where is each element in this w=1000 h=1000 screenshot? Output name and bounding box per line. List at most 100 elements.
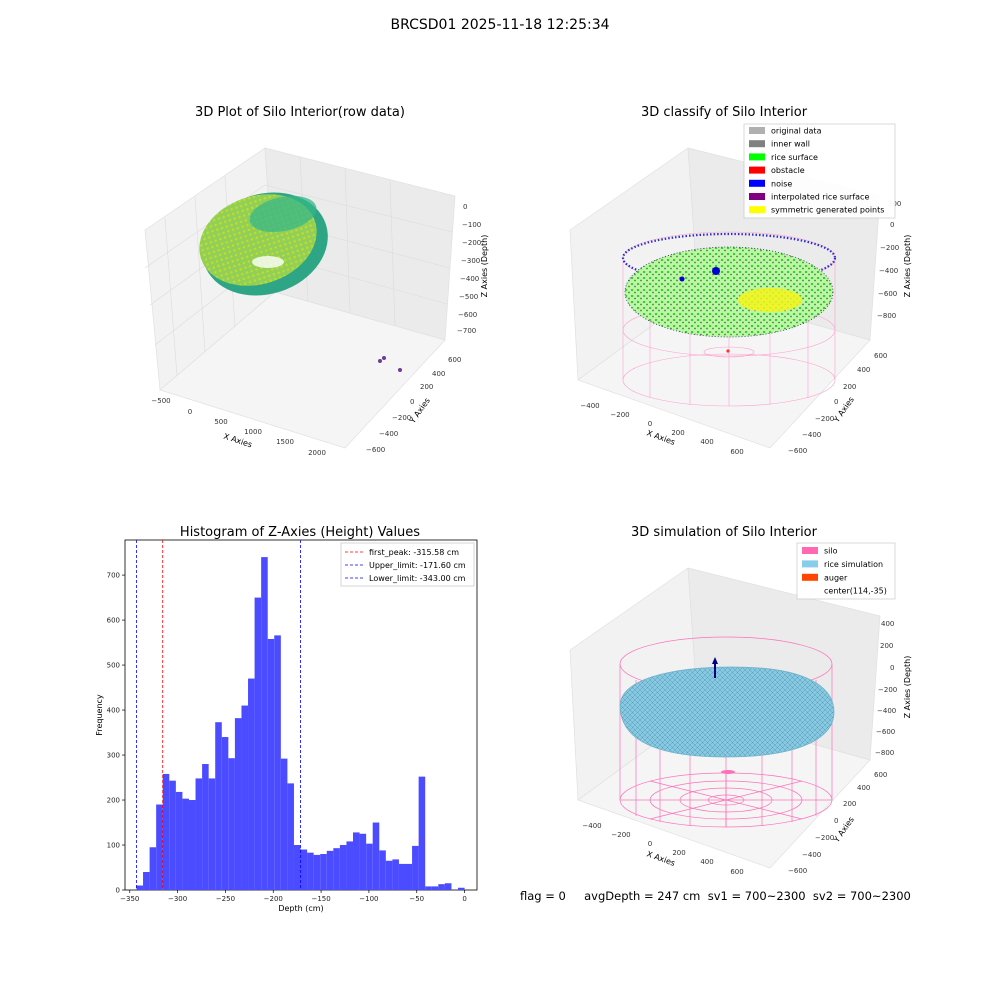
histogram-ylabel: Frequency <box>95 694 104 736</box>
panel2-zlabel: Z Axies (Depth) <box>903 235 912 298</box>
panel1-z-ticks: 0 −100 −200 −300 −400 −500 −600 −700 <box>457 203 481 335</box>
histogram-bar <box>195 778 203 890</box>
panel2-ztick: −400 <box>879 267 898 275</box>
panel1-ztick: −100 <box>462 221 481 229</box>
panel4-ztick: −400 <box>877 707 896 715</box>
panel4-xtick: −200 <box>611 831 630 839</box>
panel2-ytick: −400 <box>802 431 821 439</box>
panel2-noise-cluster <box>679 276 685 282</box>
histogram-bar <box>293 845 301 890</box>
histogram-bar <box>182 798 189 890</box>
panel2-legend-swatch <box>749 153 765 161</box>
panel4-ztick: 0 <box>890 664 894 672</box>
histogram-ytick-label: 600 <box>107 617 120 625</box>
histogram-bar <box>175 791 183 890</box>
histogram-bar <box>379 850 386 890</box>
panel4-legend-swatch <box>802 573 818 581</box>
panel1-ytick: 0 <box>410 398 414 406</box>
panel1-title: 3D Plot of Silo Interior(row data) <box>195 105 405 120</box>
panel4-xtick: 600 <box>730 868 743 876</box>
panel2-legend-label: interpolated rice surface <box>771 193 869 202</box>
histogram-bar <box>248 678 255 890</box>
histogram-ytick-label: 200 <box>107 797 120 805</box>
panel2-legend-swatch <box>749 127 765 134</box>
panel1-outlier-point <box>378 359 382 363</box>
panel4-ztick: −600 <box>876 728 895 736</box>
panel1-ztick: −600 <box>458 311 477 319</box>
histogram-xtick-label: −250 <box>216 895 235 903</box>
histogram-xtick-label: −100 <box>359 895 378 903</box>
panel1-xtick: 0 <box>188 408 192 416</box>
panel2-ytick: 400 <box>857 366 870 374</box>
panel4-legend-label: rice simulation <box>824 560 883 569</box>
panel2-xtick: 200 <box>671 429 684 437</box>
panel2-x-ticks: −400 −200 0 200 400 600 <box>580 402 743 456</box>
histogram-bar <box>267 638 275 890</box>
panel2-legend-label: original data <box>771 127 822 136</box>
panel2-y-ticks: −600 −400 −200 0 200 400 600 <box>788 352 887 455</box>
panel2-noise-cluster <box>712 267 720 275</box>
histogram-bar <box>326 850 334 890</box>
panel4-ytick: −600 <box>788 867 807 875</box>
panel4-legend-label: center(114,-35) <box>824 587 887 596</box>
histogram-bar <box>405 863 413 890</box>
panel2-ztick: 0 <box>890 221 894 229</box>
panel2-ytick: 0 <box>834 398 838 406</box>
panel2-legend-label: symmetric generated points <box>771 206 884 215</box>
panel4-ztick: −800 <box>875 749 894 757</box>
histogram-bar <box>438 884 445 890</box>
panel2-legend-label: inner wall <box>771 140 810 149</box>
histogram-bar <box>208 778 216 890</box>
panel4-xtick: 200 <box>672 849 685 857</box>
histogram-bar <box>444 883 452 890</box>
histogram-bar <box>385 860 393 890</box>
panel2-symmetric-points <box>738 288 802 312</box>
panel4-legend-label: silo <box>824 547 838 556</box>
panel2-legend-label: obstacle <box>771 166 805 175</box>
panel2-rice-contour <box>624 246 834 338</box>
panel4-xtick: −400 <box>582 822 601 830</box>
panel2-legend-swatch <box>749 140 765 148</box>
panel4-rice-simulation <box>619 666 835 758</box>
panel-classify-3d: 3D classify of Silo Interior −400 −200 0 <box>569 105 912 456</box>
panel2-xtick: −200 <box>610 411 629 419</box>
panel1-xtick: 2000 <box>308 449 326 457</box>
histogram-bar <box>418 776 426 890</box>
panel1-ztick: −500 <box>459 293 478 301</box>
histogram-ytick-label: 0 <box>116 887 120 895</box>
histogram-bar <box>412 845 419 890</box>
panel-histogram: Histogram of Z-Axies (Height) Values −35… <box>95 525 478 913</box>
histogram-bar <box>392 859 399 890</box>
histogram-bar <box>339 845 347 890</box>
panel4-auger-tip <box>712 657 718 664</box>
panel2-legend: original data inner wall rice surface obsta… <box>743 123 896 219</box>
panel1-cloud-hole <box>252 256 284 268</box>
panel1-xtick: −500 <box>151 397 170 405</box>
panel4-ztick: −200 <box>878 686 897 694</box>
panel1-ytick: 400 <box>432 370 445 378</box>
panel2-xtick: −400 <box>580 402 599 410</box>
panel-simulation-3d: 3D simulation of Silo Interior −400 <box>569 525 912 876</box>
histogram-bar <box>143 872 150 890</box>
histogram-bar <box>320 854 327 890</box>
histogram-bar <box>136 885 144 890</box>
panel1-xtick: 500 <box>214 418 227 426</box>
panel4-x-ticks: −400 −200 0 200 400 600 <box>582 822 743 876</box>
histogram-bar <box>280 758 288 890</box>
panel4-silo-floor-marker <box>721 770 735 774</box>
histogram-bar <box>398 863 406 890</box>
panel1-ytick: −400 <box>379 430 398 438</box>
panel2-xtick: 400 <box>700 438 713 446</box>
panel1-ztick: −200 <box>462 239 481 247</box>
histogram-bar <box>431 886 439 890</box>
panel4-ytick: −200 <box>815 834 834 842</box>
histogram-bar <box>307 852 314 890</box>
histogram-bar <box>458 887 465 890</box>
panel2-xtick: 600 <box>730 448 743 456</box>
panel1-ytick: −600 <box>366 446 385 454</box>
histogram-xtick-label: −350 <box>120 895 139 903</box>
panel2-legend-label: rice surface <box>771 153 818 162</box>
histogram-bar <box>366 843 373 890</box>
histogram-xlabel: Depth (cm) <box>278 904 323 913</box>
histogram-ytick-label: 700 <box>107 572 120 580</box>
